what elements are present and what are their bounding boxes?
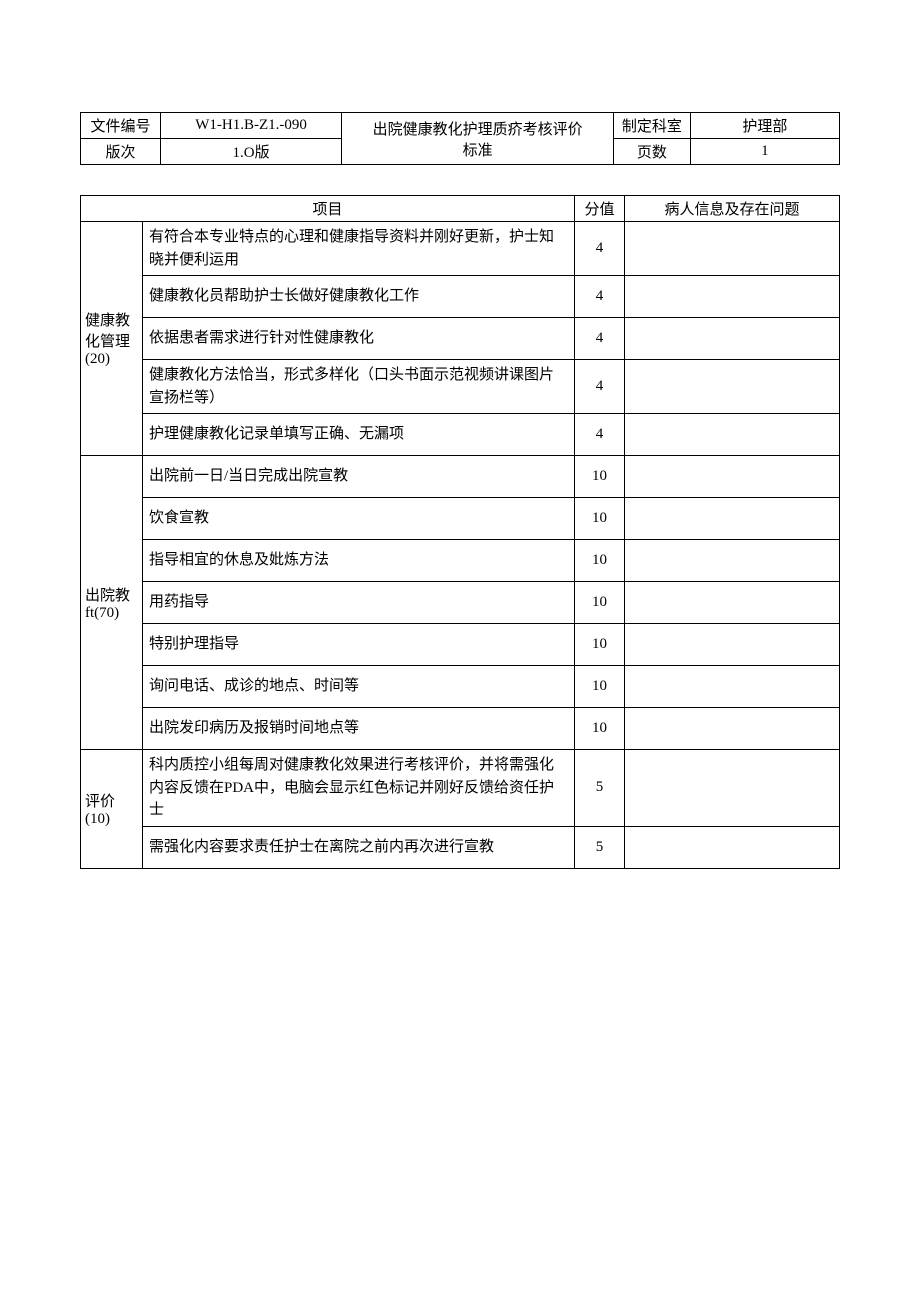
table-row: 依据患者需求进行针对性健康教化 4 (81, 318, 840, 360)
table-row: 询问电话、成诊的地点、时间等 10 (81, 666, 840, 708)
table-row: 出院发印病历及报销时间地点等 10 (81, 708, 840, 750)
item-description: 用药指导 (143, 582, 575, 624)
item-score: 10 (575, 540, 625, 582)
item-notes (625, 582, 840, 624)
item-notes (625, 498, 840, 540)
table-row: 健康教化方法恰当，形式多样化（口头书面示范视频讲课图片宣扬栏等） 4 (81, 360, 840, 414)
item-notes (625, 276, 840, 318)
evaluation-table: 项目 分值 病人信息及存在问题 健康教化管理(20) 有符合本专业特点的心理和健… (80, 195, 840, 869)
table-row: 饮食宣教 10 (81, 498, 840, 540)
category-label: 健康教化管理(20) (81, 222, 143, 456)
table-row: 出院教ft(70) 出院前一日/当日完成出院宣教 10 (81, 456, 840, 498)
category-label: 出院教ft(70) (81, 456, 143, 750)
doc-no-value: W1-H1.B-Z1.-090 (160, 113, 341, 139)
doc-title-line2: 标准 (463, 143, 493, 159)
col-header-notes: 病人信息及存在问题 (625, 196, 840, 222)
item-description: 出院发印病历及报销时间地点等 (143, 708, 575, 750)
item-description: 询问电话、成诊的地点、时间等 (143, 666, 575, 708)
pages-label: 页数 (613, 139, 690, 165)
item-score: 10 (575, 582, 625, 624)
item-notes (625, 708, 840, 750)
item-description: 科内质控小组每周对健康教化效果进行考核评价，并将需强化内容反馈在PDA中，电脑会… (143, 750, 575, 827)
doc-title-line1: 出院健康教化护理质疥考核评价 (373, 122, 583, 138)
item-score: 4 (575, 414, 625, 456)
item-score: 10 (575, 456, 625, 498)
item-description: 饮食宣教 (143, 498, 575, 540)
dept-label: 制定科室 (613, 113, 690, 139)
item-description: 特别护理指导 (143, 624, 575, 666)
item-score: 4 (575, 222, 625, 276)
pages-value: 1 (690, 139, 839, 165)
item-score: 5 (575, 750, 625, 827)
table-row: 特别护理指导 10 (81, 624, 840, 666)
item-notes (625, 826, 840, 868)
item-score: 4 (575, 360, 625, 414)
item-notes (625, 414, 840, 456)
item-score: 10 (575, 666, 625, 708)
table-row: 护理健康教化记录单填写正确、无漏项 4 (81, 414, 840, 456)
item-description: 需强化内容要求责任护士在离院之前内再次进行宣教 (143, 826, 575, 868)
item-description: 出院前一日/当日完成出院宣教 (143, 456, 575, 498)
doc-no-label: 文件编号 (81, 113, 161, 139)
table-row: 用药指导 10 (81, 582, 840, 624)
doc-title: 出院健康教化护理质疥考核评价 标准 (342, 113, 614, 165)
version-value: 1.O版 (160, 139, 341, 165)
item-description: 健康教化方法恰当，形式多样化（口头书面示范视频讲课图片宣扬栏等） (143, 360, 575, 414)
table-header-row: 项目 分值 病人信息及存在问题 (81, 196, 840, 222)
item-score: 10 (575, 624, 625, 666)
item-score: 4 (575, 318, 625, 360)
item-score: 10 (575, 498, 625, 540)
item-description: 依据患者需求进行针对性健康教化 (143, 318, 575, 360)
col-header-item: 项目 (81, 196, 575, 222)
item-notes (625, 222, 840, 276)
col-header-score: 分值 (575, 196, 625, 222)
item-notes (625, 750, 840, 827)
item-description: 健康教化员帮助护士长做好健康教化工作 (143, 276, 575, 318)
item-description: 指导相宜的休息及妣炼方法 (143, 540, 575, 582)
category-label: 评价(10) (81, 750, 143, 869)
dept-value: 护理部 (690, 113, 839, 139)
item-score: 4 (575, 276, 625, 318)
item-notes (625, 360, 840, 414)
table-row: 需强化内容要求责任护士在离院之前内再次进行宣教 5 (81, 826, 840, 868)
item-score: 5 (575, 826, 625, 868)
item-score: 10 (575, 708, 625, 750)
table-row: 健康教化管理(20) 有符合本专业特点的心理和健康指导资料并刚好更新，护士知晓并… (81, 222, 840, 276)
item-notes (625, 540, 840, 582)
item-description: 护理健康教化记录单填写正确、无漏项 (143, 414, 575, 456)
table-row: 评价(10) 科内质控小组每周对健康教化效果进行考核评价，并将需强化内容反馈在P… (81, 750, 840, 827)
item-notes (625, 456, 840, 498)
table-row: 指导相宜的休息及妣炼方法 10 (81, 540, 840, 582)
item-description: 有符合本专业特点的心理和健康指导资料并刚好更新，护士知晓并便利运用 (143, 222, 575, 276)
document-header-table: 文件编号 W1-H1.B-Z1.-090 出院健康教化护理质疥考核评价 标准 制… (80, 112, 840, 165)
table-row: 健康教化员帮助护士长做好健康教化工作 4 (81, 276, 840, 318)
item-notes (625, 666, 840, 708)
item-notes (625, 318, 840, 360)
item-notes (625, 624, 840, 666)
version-label: 版次 (81, 139, 161, 165)
